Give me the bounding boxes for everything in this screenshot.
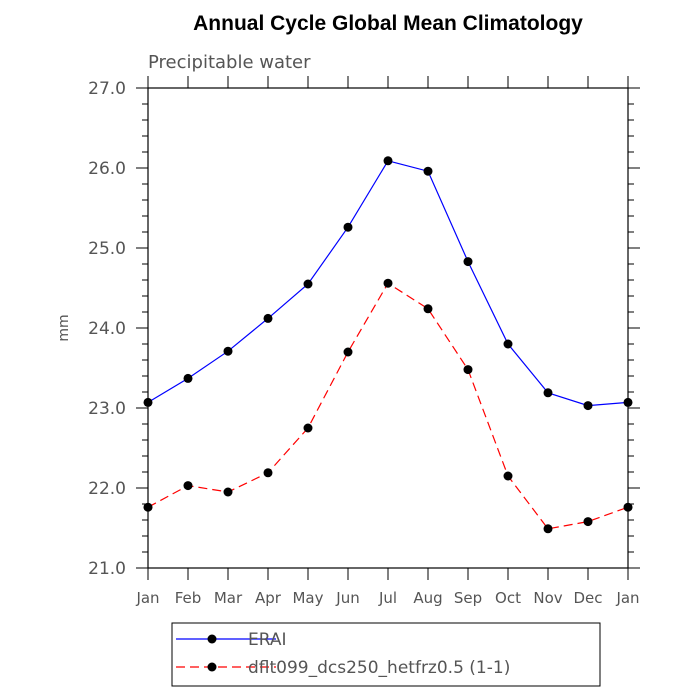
series-0-point — [143, 397, 153, 407]
x-tick-label: Apr — [255, 589, 282, 607]
legend-label-1: dflt099_dcs250_hetfrz0.5 (1-1) — [248, 658, 510, 678]
series-0-point — [463, 257, 473, 267]
series-0-point — [303, 279, 313, 289]
series-0-point — [263, 313, 273, 323]
series-0-point — [223, 346, 233, 356]
y-tick-label: 26.0 — [88, 159, 126, 179]
x-tick-label: May — [292, 589, 323, 607]
chart-subtitle: Precipitable water — [148, 52, 311, 73]
series-1-point — [143, 502, 153, 512]
series-1-point — [503, 471, 513, 481]
series-0-point — [503, 339, 513, 349]
series-1-point — [463, 365, 473, 375]
legend-label-0: ERAI — [248, 630, 287, 650]
legend-marker-1 — [207, 662, 217, 672]
series-1-point — [263, 468, 273, 478]
y-tick-label: 25.0 — [88, 239, 126, 259]
y-tick-label: 27.0 — [88, 79, 126, 99]
series-0-point — [423, 166, 433, 176]
series-0-point — [623, 397, 633, 407]
x-tick-label: Oct — [495, 589, 521, 607]
chart-title: Annual Cycle Global Mean Climatology — [193, 12, 583, 35]
legend-box — [171, 622, 601, 687]
y-tick-label: 23.0 — [88, 399, 126, 419]
legend-marker-0 — [207, 634, 217, 644]
series-0-point — [183, 373, 193, 383]
series-1-point — [303, 423, 313, 433]
x-tick-label: Jun — [335, 589, 359, 607]
x-tick-label: Jan — [615, 589, 639, 607]
x-tick-label: Mar — [214, 589, 243, 607]
series-0-point — [543, 388, 553, 398]
x-tick-label: Sep — [454, 589, 482, 607]
y-tick-label: 21.0 — [88, 559, 126, 579]
series-1-point — [543, 524, 553, 534]
series-1-point — [583, 517, 593, 527]
x-tick-label: Nov — [533, 589, 562, 607]
x-tick-label: Jul — [378, 589, 397, 607]
x-tick-label: Aug — [413, 589, 442, 607]
y-tick-label: 22.0 — [88, 479, 126, 499]
series-1-point — [423, 304, 433, 314]
x-tick-label: Dec — [573, 589, 602, 607]
series-0-point — [583, 401, 593, 411]
series-line-1 — [147, 282, 629, 530]
series-0-point — [383, 156, 393, 166]
series-1-point — [623, 502, 633, 512]
series-1-point — [343, 347, 353, 357]
x-tick-label: Jan — [135, 589, 159, 607]
series-1-point — [223, 487, 233, 497]
series-1-point — [383, 278, 393, 288]
series-1-point — [183, 481, 193, 491]
x-tick-label: Feb — [175, 589, 202, 607]
series-0-point — [343, 222, 353, 232]
y-axis-label: mm — [56, 314, 72, 341]
y-tick-label: 24.0 — [88, 319, 126, 339]
